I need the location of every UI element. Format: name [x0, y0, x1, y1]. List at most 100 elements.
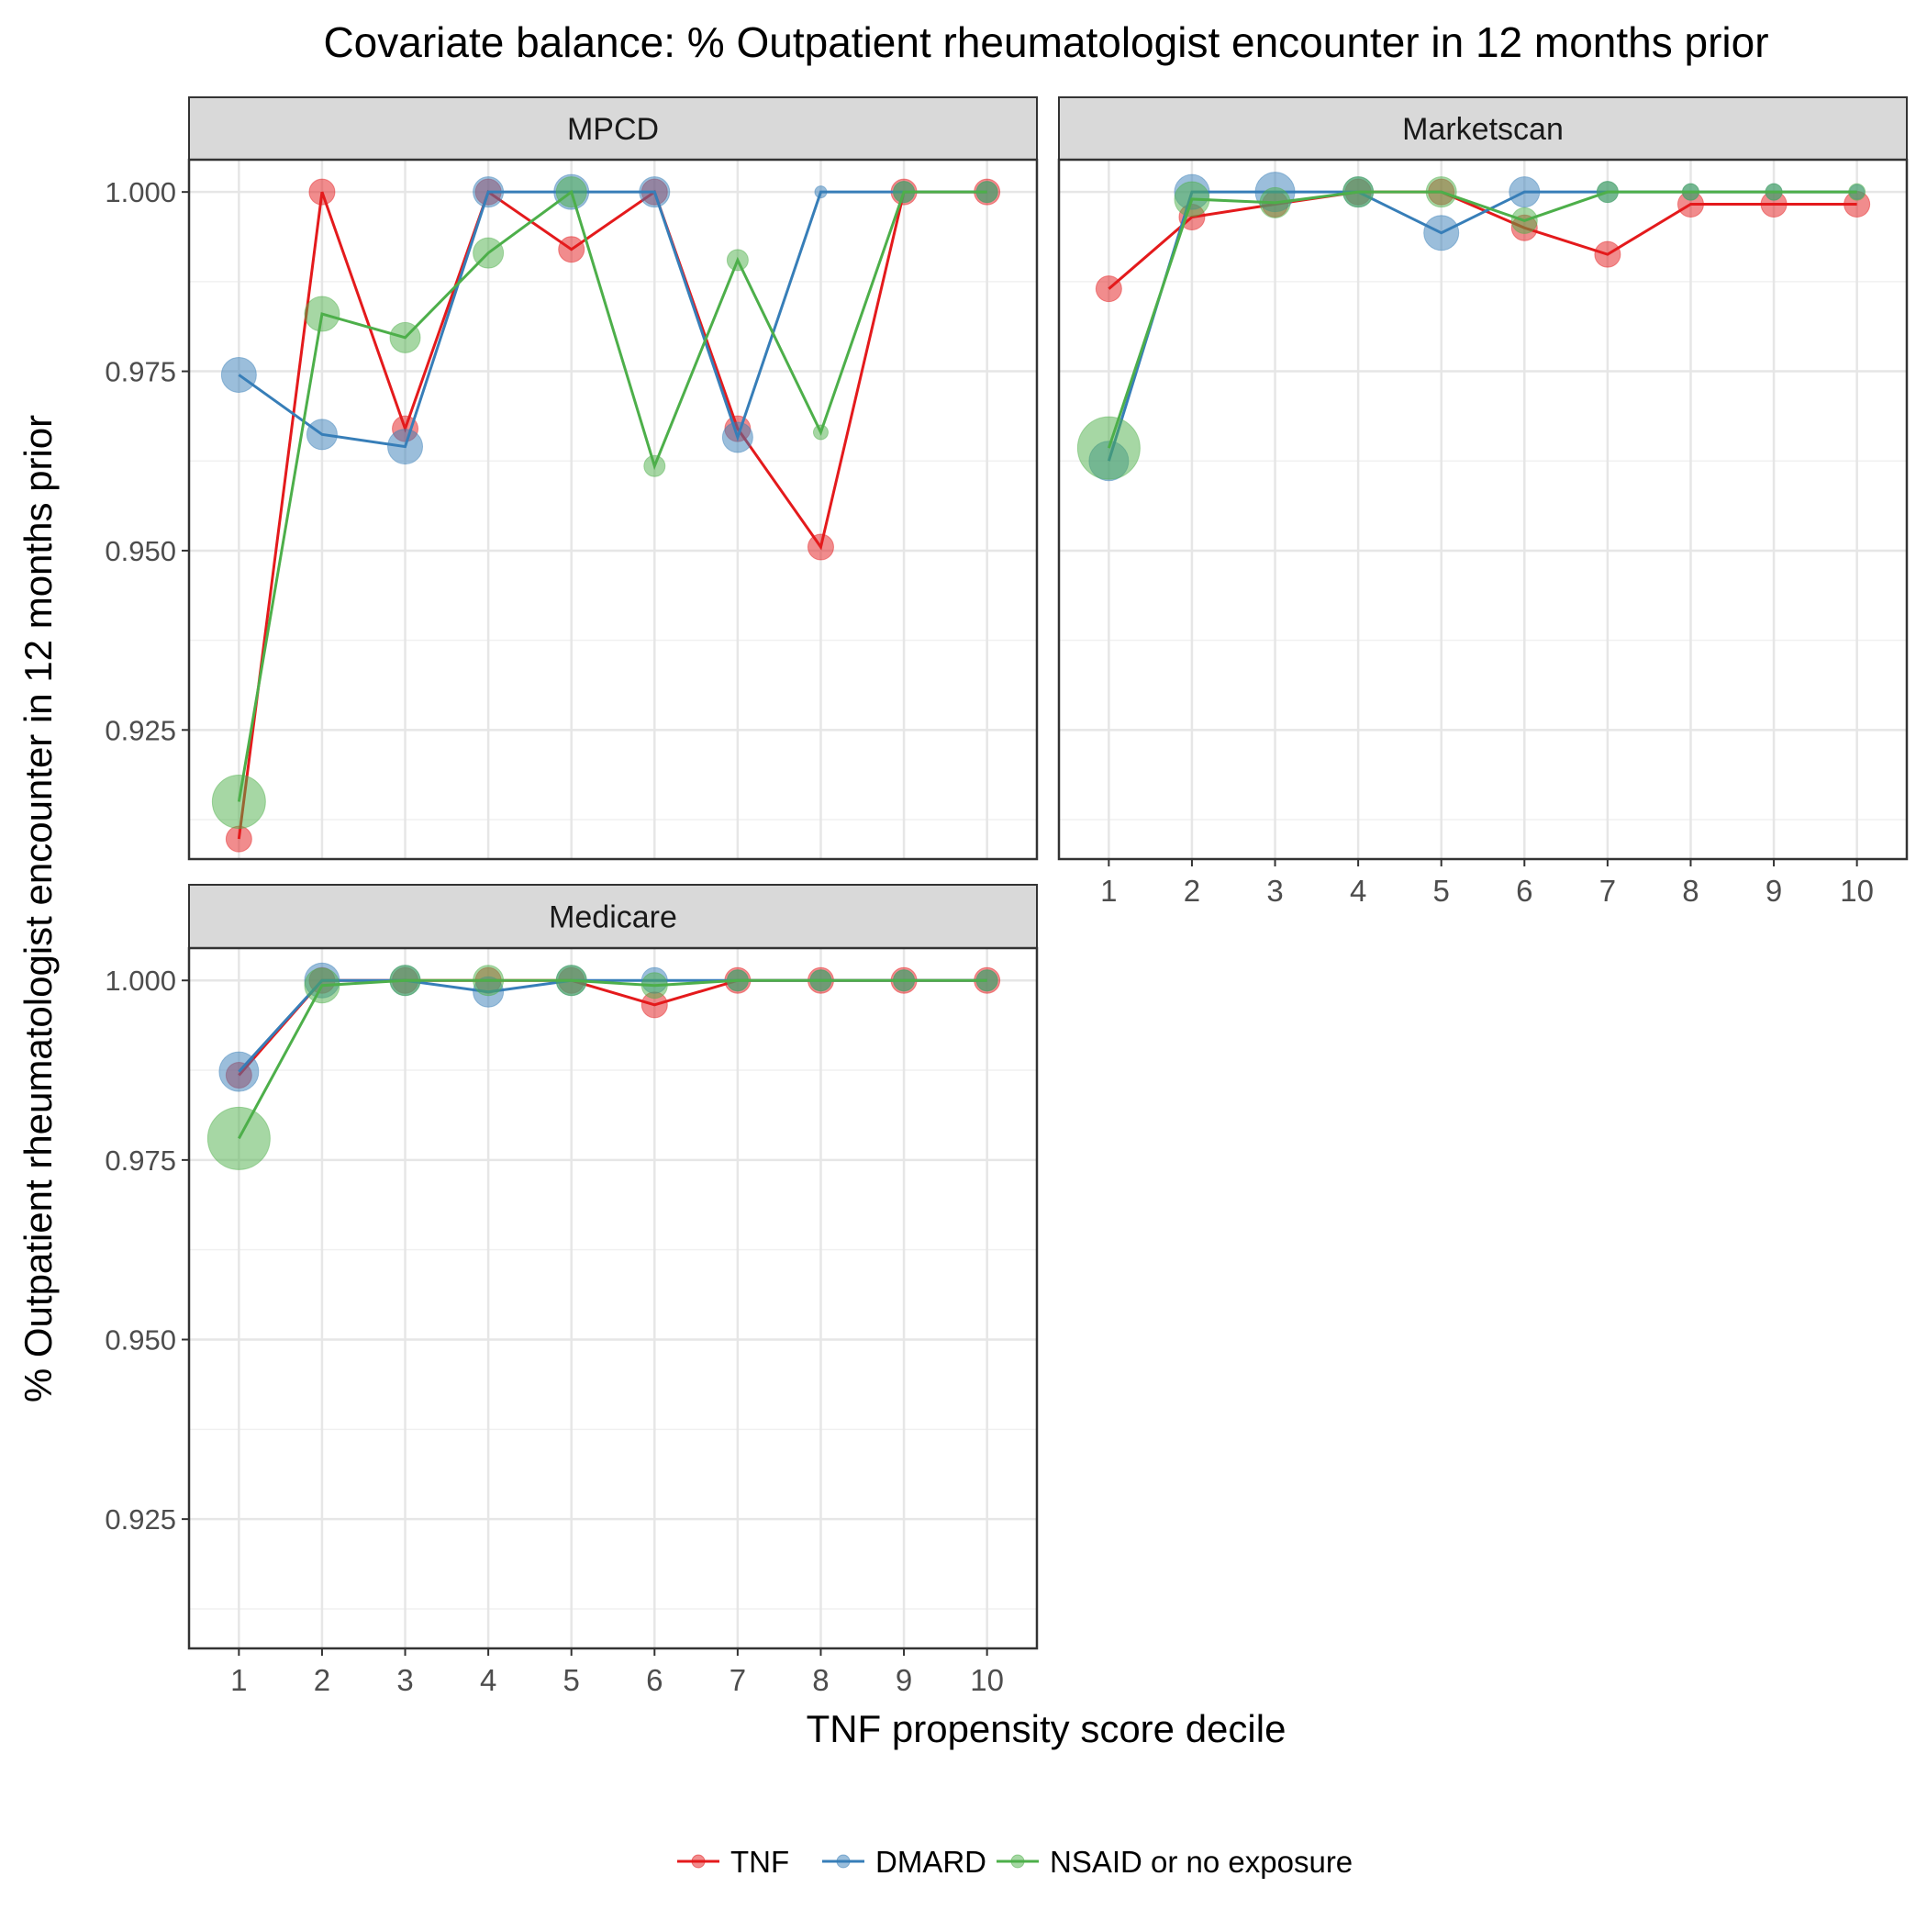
data-point	[306, 419, 338, 451]
x-tick-label: 1	[230, 1663, 247, 1697]
data-point	[1095, 275, 1122, 303]
x-tick-label: 3	[396, 1663, 413, 1697]
data-point	[389, 965, 421, 997]
facet-panel-marketscan: Marketscan 1 2 3 4 5 6 7 8 9 10	[1057, 96, 1909, 908]
data-point	[1596, 181, 1619, 204]
x-tick-label: 6	[646, 1663, 663, 1697]
x-tick-label: 6	[1516, 874, 1532, 908]
data-point	[1342, 176, 1375, 208]
y-tick-label: 0.975	[105, 356, 176, 388]
data-point	[206, 1106, 271, 1170]
data-point	[1174, 181, 1210, 218]
x-tick-label: 10	[970, 1663, 1004, 1697]
y-tick-label: 0.950	[105, 1323, 176, 1356]
facet-strip	[188, 96, 1038, 161]
series-line	[237, 189, 987, 840]
data-point	[814, 185, 828, 199]
data-point	[812, 424, 829, 441]
data-point	[975, 181, 998, 204]
panel-border	[187, 946, 1039, 1650]
x-tick-label: 8	[1682, 874, 1699, 908]
panels-layer: MPCD 0.925 0.950 0.975 1.000 Marketscan 1 2 3 4 5 6…	[105, 96, 1909, 1697]
data-point	[807, 533, 834, 561]
data-point	[726, 969, 749, 992]
panel-border	[1057, 158, 1909, 861]
data-point	[555, 176, 587, 208]
x-tick-label: 2	[1184, 874, 1200, 908]
data-point	[473, 965, 505, 997]
data-point	[473, 176, 505, 208]
data-point	[893, 969, 916, 992]
data-point	[473, 237, 505, 269]
legend-label: NSAID or no exposure	[1050, 1845, 1353, 1879]
data-point	[809, 969, 832, 992]
series-line	[1107, 190, 1857, 449]
y-tick-label: 0.950	[105, 535, 176, 567]
data-point	[1076, 416, 1141, 480]
data-point	[975, 969, 998, 992]
series-nsaid-or-no-exposure	[1076, 176, 1866, 480]
legend-key-point	[691, 1854, 706, 1869]
data-point	[304, 967, 340, 1004]
data-point	[1765, 183, 1783, 201]
data-point	[218, 1051, 260, 1092]
series-line	[238, 978, 987, 1140]
x-tick-label: 9	[1765, 874, 1782, 908]
data-point	[1510, 207, 1538, 234]
x-tick-label: 10	[1840, 874, 1874, 908]
x-tick-label: 5	[1433, 874, 1450, 908]
facet-panel-mpcd: MPCD 0.925 0.950 0.975 1.000	[105, 96, 1039, 861]
data-point	[1509, 176, 1541, 208]
data-point	[225, 825, 252, 853]
data-point	[211, 774, 266, 829]
data-point	[308, 178, 336, 206]
x-tick-label: 7	[730, 1663, 746, 1697]
data-point	[1425, 176, 1457, 208]
data-point	[640, 972, 668, 1000]
panel-border	[187, 158, 1039, 861]
data-point	[726, 249, 749, 272]
x-tick-label: 7	[1599, 874, 1616, 908]
x-tick-label: 4	[1350, 874, 1366, 908]
y-axis-label: % Outpatient rheumatologist encounter in…	[17, 415, 60, 1402]
legend-key-point	[836, 1854, 851, 1869]
y-tick-label: 0.925	[105, 714, 176, 746]
data-point	[389, 321, 421, 353]
data-point	[558, 236, 585, 263]
legend-key-point	[1010, 1854, 1025, 1869]
x-tick-label: 9	[896, 1663, 912, 1697]
y-tick-label: 1.000	[105, 176, 176, 208]
y-tick-label: 1.000	[105, 965, 176, 997]
x-tick-label: 5	[563, 1663, 580, 1697]
data-point	[1259, 186, 1291, 218]
data-point	[1848, 183, 1866, 201]
data-point	[893, 181, 916, 204]
y-tick-label: 0.925	[105, 1503, 176, 1536]
series-line	[238, 190, 987, 449]
legend-item-nsaid-or-no-exposure: NSAID or no exposure	[997, 1845, 1353, 1879]
legend-item-tnf: TNF	[677, 1845, 789, 1879]
x-tick-label: 3	[1266, 874, 1283, 908]
legend-item-dmard: DMARD	[822, 1845, 986, 1879]
data-point	[1423, 215, 1460, 251]
series-nsaid-or-no-exposure	[206, 965, 998, 1170]
facet-strip-label: Medicare	[549, 900, 677, 935]
facet-strip-label: Marketscan	[1402, 112, 1564, 147]
x-tick-label: 8	[812, 1663, 829, 1697]
data-point	[639, 176, 671, 208]
x-axis-label: TNF propensity score decile	[807, 1707, 1287, 1750]
facet-strip	[1058, 96, 1908, 161]
facet-panel-medicare: Medicare 0.925 0.950 0.975 1.000 1 2 3 4 5 6 7 8 9 10	[105, 884, 1039, 1697]
x-tick-label: 1	[1100, 874, 1117, 908]
panel-background	[189, 160, 1037, 859]
x-tick-label: 2	[314, 1663, 330, 1697]
data-point	[387, 429, 424, 465]
panel-background	[189, 948, 1037, 1648]
data-point	[1594, 240, 1621, 268]
legend-label: TNF	[730, 1845, 789, 1879]
data-point	[721, 421, 753, 453]
legend: TNF DMARD NSAID or no exposure	[677, 1845, 1353, 1879]
data-point	[220, 356, 257, 393]
facet-strip-label: MPCD	[567, 112, 659, 147]
